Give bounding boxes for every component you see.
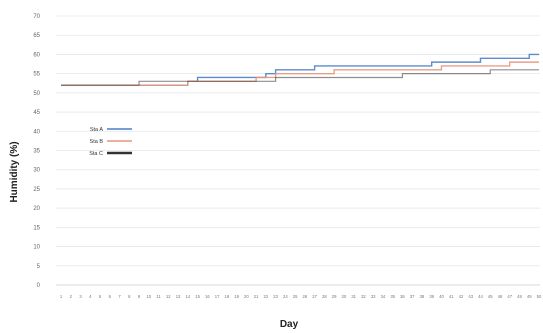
y-tick-label: 0 <box>37 283 41 289</box>
x-tick-label: 20 <box>244 294 249 299</box>
x-tick-label: 28 <box>322 294 327 299</box>
x-tick-label: 19 <box>234 294 239 299</box>
y-tick-label: 65 <box>33 33 40 39</box>
x-tick-label: 48 <box>517 294 522 299</box>
y-tick-label: 50 <box>33 91 40 97</box>
x-tick-label: 47 <box>507 294 512 299</box>
x-tick-label: 11 <box>156 294 161 299</box>
x-tick-label: 35 <box>390 294 395 299</box>
x-tick-label: 8 <box>128 294 131 299</box>
x-tick-label: 31 <box>351 294 356 299</box>
x-tick-label: 15 <box>195 294 200 299</box>
x-tick-label: 38 <box>420 294 425 299</box>
x-tick-label: 30 <box>342 294 347 299</box>
x-axis-tick-labels: 1 2 3 4 5 6 7 8 9 10 11 12 13 14 15 16 17 18 19 20 21 22 23 24 2… <box>60 294 542 299</box>
x-tick-label: 25 <box>293 294 298 299</box>
y-tick-label: 30 <box>33 168 40 174</box>
x-tick-label: 29 <box>332 294 337 299</box>
x-tick-label: 6 <box>109 294 112 299</box>
x-tick-label: 13 <box>176 294 181 299</box>
y-axis-title: Humidity (%) <box>9 141 20 202</box>
series-line-2 <box>61 61 539 86</box>
y-tick-label: 35 <box>33 149 40 155</box>
x-tick-label: 34 <box>381 294 386 299</box>
x-tick-label: 1 <box>60 294 63 299</box>
data-series <box>61 53 539 86</box>
x-axis-title: Day <box>280 319 299 330</box>
x-tick-label: 22 <box>264 294 269 299</box>
x-tick-label: 18 <box>225 294 230 299</box>
x-tick-label: 43 <box>468 294 473 299</box>
x-tick-label: 42 <box>459 294 464 299</box>
x-tick-label: 21 <box>254 294 259 299</box>
x-tick-label: 5 <box>99 294 102 299</box>
x-tick-label: 39 <box>429 294 434 299</box>
x-tick-label: 14 <box>185 294 190 299</box>
x-tick-label: 32 <box>361 294 366 299</box>
x-tick-label: 4 <box>89 294 92 299</box>
x-tick-label: 37 <box>410 294 415 299</box>
y-tick-label: 60 <box>33 52 40 58</box>
legend-label: Sta C <box>89 151 103 157</box>
x-tick-label: 27 <box>312 294 317 299</box>
legend-label: Sta A <box>90 127 103 133</box>
x-tick-label: 44 <box>478 294 483 299</box>
x-tick-label: 33 <box>371 294 376 299</box>
y-tick-label: 70 <box>33 14 40 20</box>
x-tick-label: 2 <box>70 294 73 299</box>
x-tick-label: 50 <box>537 294 542 299</box>
x-tick-label: 24 <box>283 294 288 299</box>
x-tick-label: 9 <box>138 294 141 299</box>
y-tick-label: 20 <box>33 206 40 212</box>
legend-label: Sta B <box>90 139 104 145</box>
x-tick-label: 40 <box>439 294 444 299</box>
x-tick-label: 7 <box>118 294 121 299</box>
x-tick-label: 10 <box>146 294 151 299</box>
x-tick-label: 45 <box>488 294 493 299</box>
y-tick-label: 40 <box>33 129 40 135</box>
x-tick-label: 36 <box>400 294 405 299</box>
series-line-3 <box>61 69 539 86</box>
y-tick-label: 5 <box>37 264 41 270</box>
y-tick-label: 45 <box>33 110 40 116</box>
x-tick-label: 49 <box>527 294 532 299</box>
x-tick-label: 12 <box>166 294 171 299</box>
x-tick-label: 16 <box>205 294 210 299</box>
x-tick-label: 3 <box>79 294 82 299</box>
legend: Sta A Sta B Sta C <box>89 127 132 157</box>
y-tick-label: 55 <box>33 72 40 78</box>
x-tick-label: 46 <box>498 294 503 299</box>
y-tick-label: 10 <box>33 245 40 251</box>
x-tick-label: 17 <box>215 294 220 299</box>
x-tick-label: 23 <box>273 294 278 299</box>
x-tick-label: 26 <box>303 294 308 299</box>
y-tick-label: 25 <box>33 187 40 193</box>
gridlines <box>56 15 540 286</box>
y-axis-tick-labels: 0 5 10 15 20 25 30 35 40 45 50 55 60 65 70 <box>33 14 40 289</box>
series-line-1 <box>61 53 539 86</box>
y-tick-label: 15 <box>33 225 40 231</box>
x-tick-label: 41 <box>449 294 454 299</box>
